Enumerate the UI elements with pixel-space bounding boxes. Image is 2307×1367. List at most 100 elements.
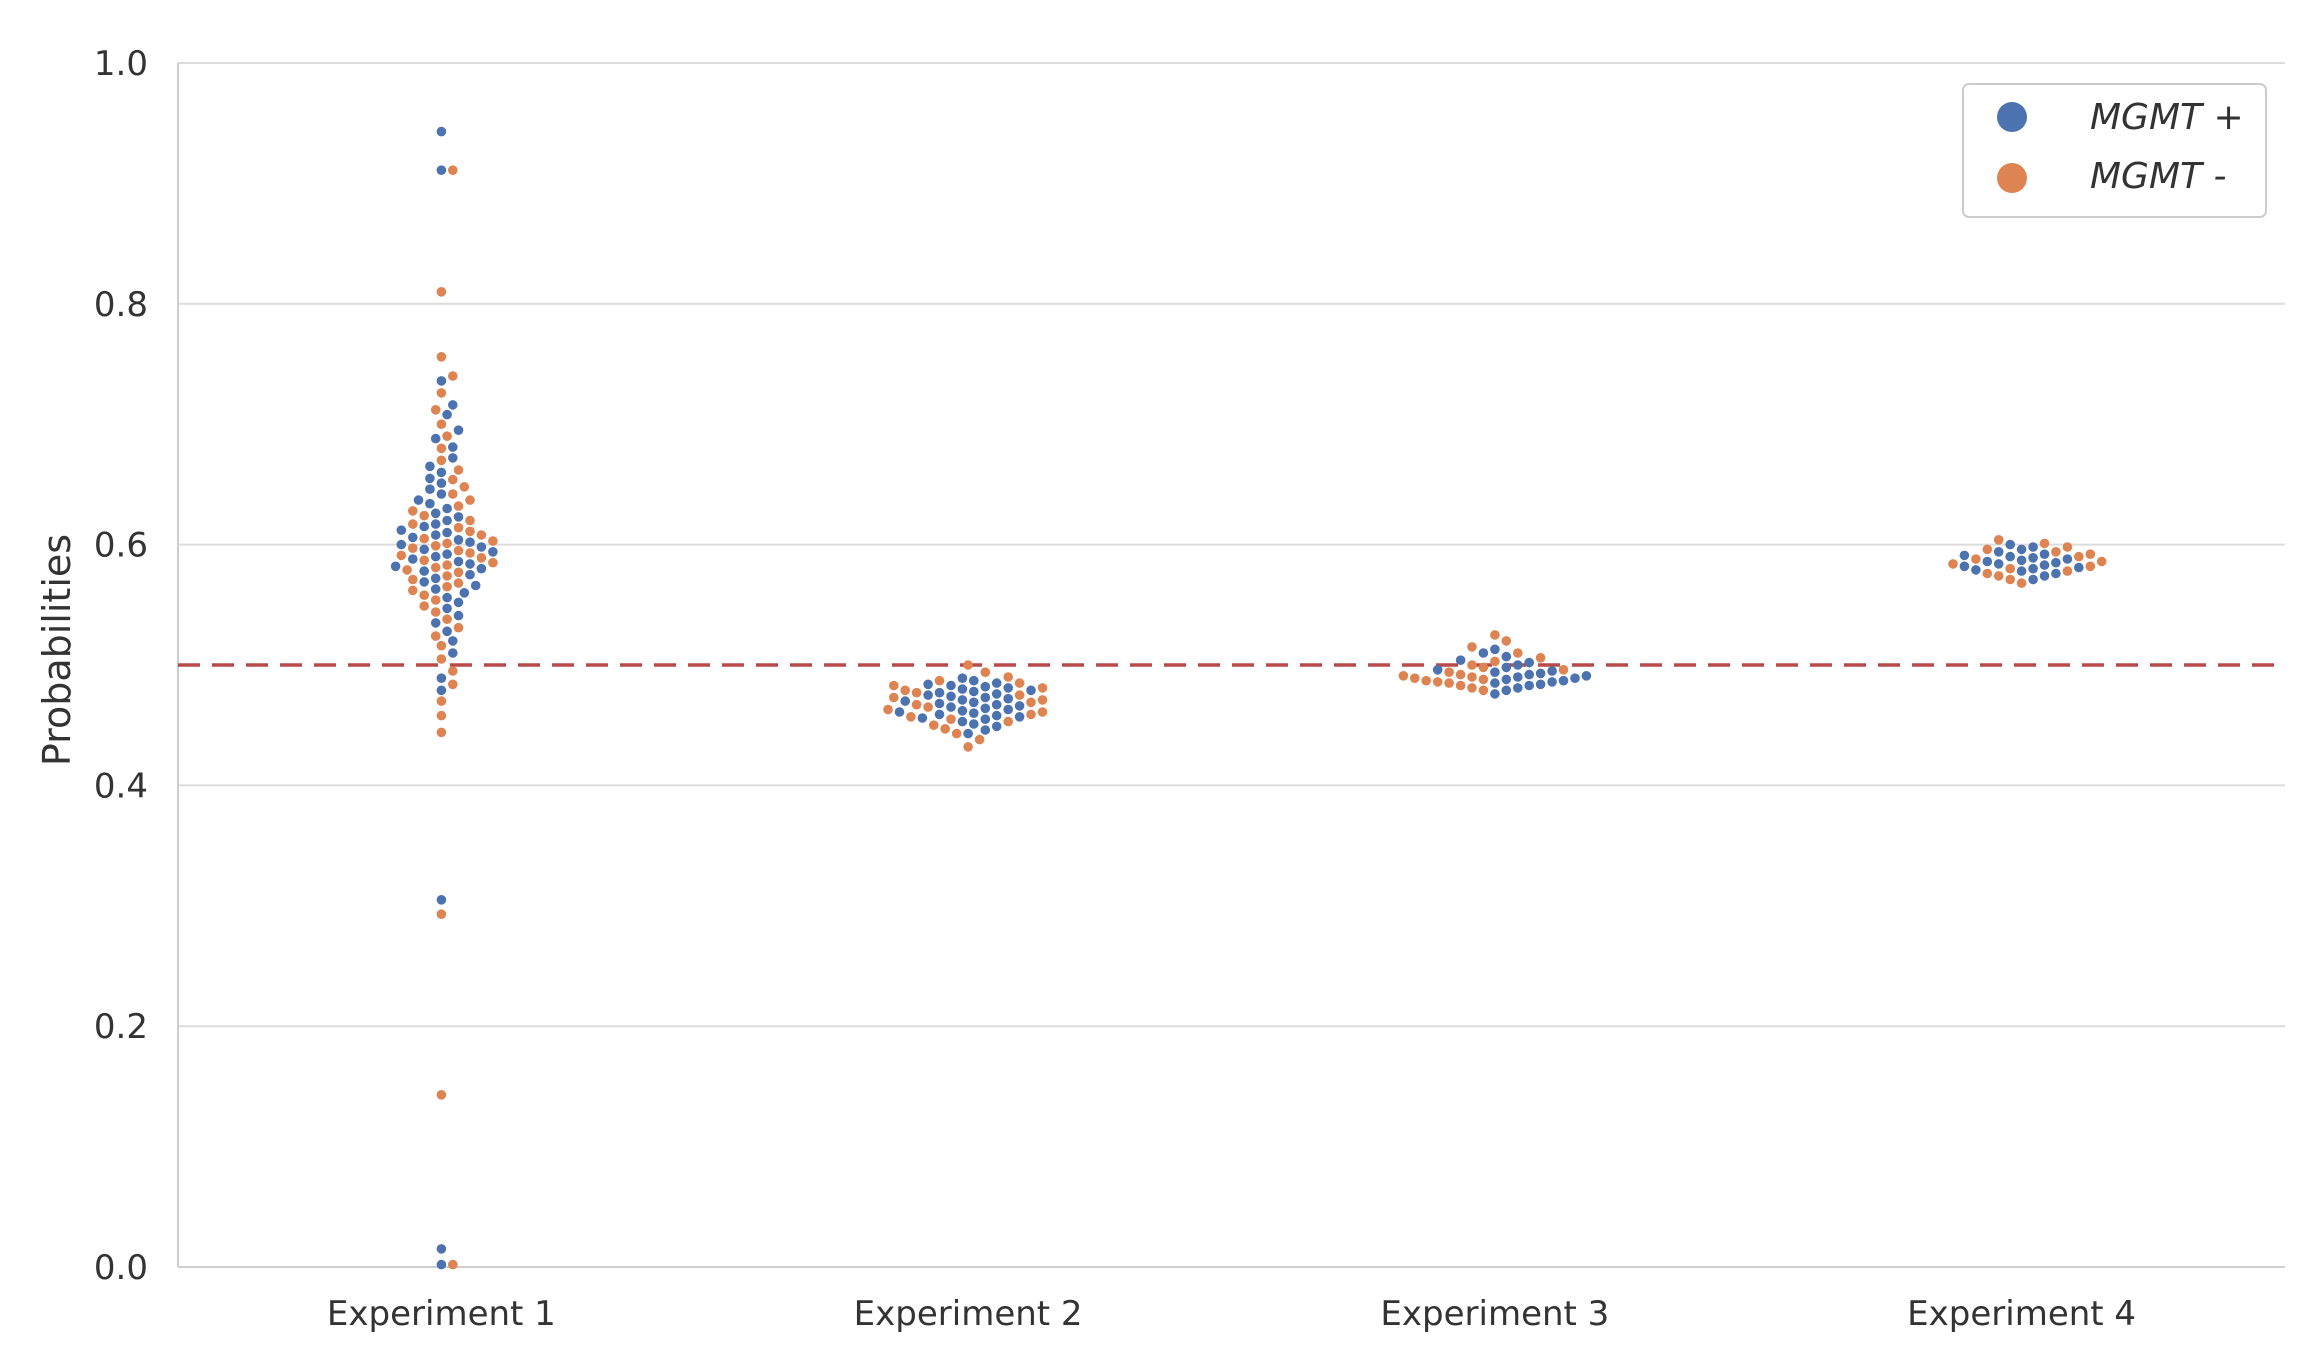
data-point-mgmt-plus	[442, 527, 452, 538]
legend: MGMT + MGMT -	[1962, 83, 2267, 218]
legend-marker-mgmt-plus	[1997, 102, 2027, 132]
data-point-mgmt-plus	[2028, 542, 2038, 552]
data-point-mgmt-plus	[900, 696, 910, 706]
ticks-layer: 0.0 0.2 0.4 0.6 0.8 1.0 Experiment 1 Experiment…	[94, 44, 2136, 1334]
data-point-mgmt-plus	[963, 728, 973, 739]
data-point-mgmt-plus	[980, 692, 991, 703]
data-point-mgmt-minus	[1501, 636, 1512, 646]
data-point-mgmt-plus	[448, 400, 458, 410]
data-point-mgmt-minus	[1003, 672, 1013, 682]
data-point-mgmt-plus	[991, 721, 1002, 732]
data-point-mgmt-plus	[2005, 551, 2015, 562]
data-point-mgmt-minus	[2096, 556, 2107, 567]
data-point-mgmt-plus	[2016, 566, 2027, 576]
data-point-mgmt-minus	[2005, 574, 2015, 585]
data-point-mgmt-minus	[1535, 653, 1546, 663]
data-point-mgmt-minus	[923, 702, 933, 712]
data-point-mgmt-plus	[390, 561, 401, 572]
data-point-mgmt-plus	[425, 484, 435, 495]
data-point-mgmt-plus	[1959, 550, 1970, 561]
data-point-mgmt-plus	[442, 592, 452, 603]
data-point-mgmt-minus	[1478, 674, 1489, 685]
data-point-mgmt-minus	[442, 538, 452, 549]
data-point-mgmt-plus	[436, 467, 447, 478]
data-point-mgmt-plus	[419, 577, 430, 587]
data-point-mgmt-minus	[1467, 672, 1477, 682]
data-point-mgmt-plus	[1014, 712, 1025, 722]
data-point-mgmt-plus	[1524, 669, 1534, 680]
data-point-mgmt-plus	[476, 542, 487, 552]
data-point-mgmt-minus	[1432, 677, 1443, 687]
data-point-mgmt-plus	[425, 461, 435, 472]
data-point-mgmt-minus	[951, 728, 962, 739]
data-point-mgmt-plus	[2028, 574, 2038, 585]
data-point-mgmt-minus	[465, 548, 475, 558]
data-point-mgmt-plus	[442, 626, 452, 637]
data-point-mgmt-plus	[1993, 547, 2004, 557]
data-point-mgmt-plus	[923, 690, 933, 700]
data-point-mgmt-minus	[448, 165, 458, 175]
data-point-mgmt-plus	[436, 685, 447, 696]
data-point-mgmt-minus	[2085, 549, 2096, 559]
data-point-mgmt-plus	[969, 697, 979, 708]
data-point-mgmt-plus	[1432, 665, 1443, 675]
data-point-mgmt-plus	[1513, 683, 1523, 693]
data-point-mgmt-minus	[442, 431, 452, 442]
data-point-mgmt-minus	[2005, 563, 2015, 574]
data-point-mgmt-plus	[448, 442, 458, 452]
data-point-mgmt-plus	[1535, 668, 1546, 679]
data-point-mgmt-minus	[430, 541, 441, 551]
data-point-mgmt-plus	[442, 549, 452, 559]
data-point-mgmt-minus	[963, 742, 973, 752]
data-point-mgmt-minus	[906, 712, 916, 722]
data-point-mgmt-minus	[448, 1259, 458, 1270]
data-point-mgmt-minus	[2062, 566, 2073, 576]
data-point-mgmt-plus	[459, 588, 470, 598]
data-point-mgmt-minus	[1513, 648, 1523, 658]
data-point-mgmt-plus	[453, 556, 464, 567]
data-point-mgmt-minus	[1026, 697, 1036, 708]
data-point-mgmt-minus	[1037, 695, 1048, 705]
data-point-mgmt-plus	[448, 453, 458, 463]
data-point-mgmt-minus	[419, 590, 430, 600]
data-point-mgmt-plus	[957, 716, 968, 727]
data-point-mgmt-minus	[476, 553, 487, 563]
y-tick-label: 0.4	[94, 766, 148, 806]
data-point-mgmt-plus	[436, 376, 447, 386]
legend-label-mgmt-minus: MGMT -	[2090, 156, 2226, 197]
data-point-mgmt-minus	[396, 550, 407, 561]
data-point-mgmt-minus	[1014, 690, 1025, 700]
data-point-mgmt-minus	[419, 533, 430, 544]
data-point-mgmt-plus	[436, 673, 447, 683]
data-point-mgmt-plus	[980, 725, 991, 735]
data-point-mgmt-plus	[980, 681, 991, 692]
data-point-mgmt-plus	[934, 687, 945, 698]
data-point-mgmt-minus	[453, 545, 464, 556]
data-point-mgmt-minus	[974, 734, 985, 745]
data-point-mgmt-plus	[408, 532, 418, 543]
data-point-mgmt-minus	[1982, 568, 1993, 579]
data-point-mgmt-minus	[476, 530, 487, 540]
data-point-mgmt-plus	[946, 702, 956, 712]
data-point-mgmt-plus	[1570, 673, 1580, 683]
data-point-mgmt-plus	[946, 691, 956, 702]
legend-frame	[1962, 83, 2267, 218]
data-point-mgmt-plus	[1558, 675, 1569, 686]
data-point-mgmt-plus	[1003, 693, 1013, 704]
data-point-mgmt-minus	[1037, 683, 1048, 693]
data-point-mgmt-minus	[453, 567, 464, 578]
data-point-mgmt-plus	[969, 675, 979, 686]
data-point-mgmt-plus	[923, 679, 933, 690]
data-point-mgmt-plus	[413, 495, 424, 505]
data-point-mgmt-minus	[436, 388, 447, 398]
data-point-mgmt-plus	[969, 686, 979, 697]
data-point-mgmt-minus	[453, 501, 464, 511]
data-point-mgmt-plus	[442, 603, 452, 614]
data-point-mgmt-plus	[917, 713, 928, 723]
data-point-mgmt-plus	[1982, 556, 1993, 567]
data-point-mgmt-minus	[1478, 662, 1489, 673]
data-point-mgmt-plus	[442, 409, 452, 420]
data-point-mgmt-minus	[934, 675, 945, 686]
y-tick-label: 0.2	[94, 1007, 148, 1047]
